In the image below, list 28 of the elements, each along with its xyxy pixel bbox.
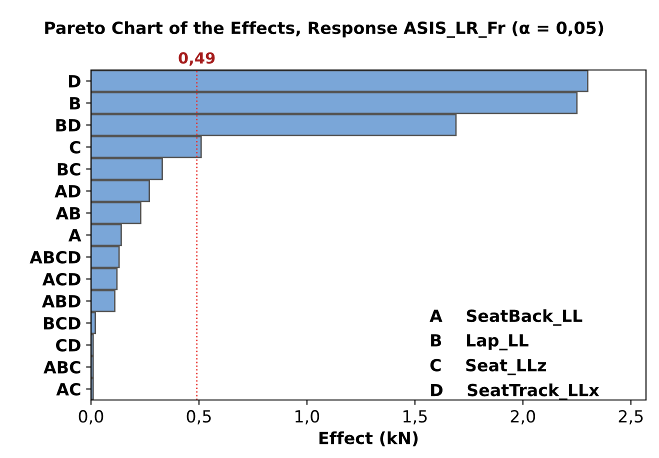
y-tick-label: BC <box>58 162 80 176</box>
x-tick-label: 1,5 <box>404 410 427 424</box>
x-tick-label: 0,5 <box>186 410 211 424</box>
y-tick-label: ABC <box>44 360 80 374</box>
y-tick-label: AD <box>54 185 80 198</box>
x-tick-label: 0,0 <box>78 410 104 424</box>
y-tick-label: ACD <box>42 272 80 286</box>
annotation: A SeatBack_LL <box>430 309 582 326</box>
y-tick-label: C <box>70 140 80 154</box>
y-tick-label: A <box>68 229 82 242</box>
y-tick-label: BD <box>56 119 80 132</box>
y-tick-label: ABD <box>42 295 80 308</box>
x-tick-label: 2,5 <box>618 410 643 424</box>
ref-line-label: 0,49 <box>178 52 215 66</box>
y-tick-label: CD <box>56 338 80 352</box>
y-tick-label: D <box>68 75 80 88</box>
y-tick-label: ABCD <box>30 250 80 264</box>
annotation: D SeatTrack_LLx <box>431 383 600 400</box>
chart-title: Pareto Chart of the Effects, Response ASIS_LR_Fr (α = 0,05) <box>45 21 604 38</box>
x-tick-label: 1,0 <box>296 410 320 424</box>
y-tick-label: AB <box>56 207 80 220</box>
x-axis-title: Effect (kN) <box>319 431 418 446</box>
y-tick-label: B <box>70 97 80 110</box>
y-tick-label: BCD <box>44 316 80 330</box>
annotation: B Lap_LL <box>431 334 528 350</box>
y-tick-label: AC <box>56 382 80 396</box>
x-tick-label: 2,0 <box>510 410 536 424</box>
annotation: C Seat_LLz <box>430 358 546 376</box>
